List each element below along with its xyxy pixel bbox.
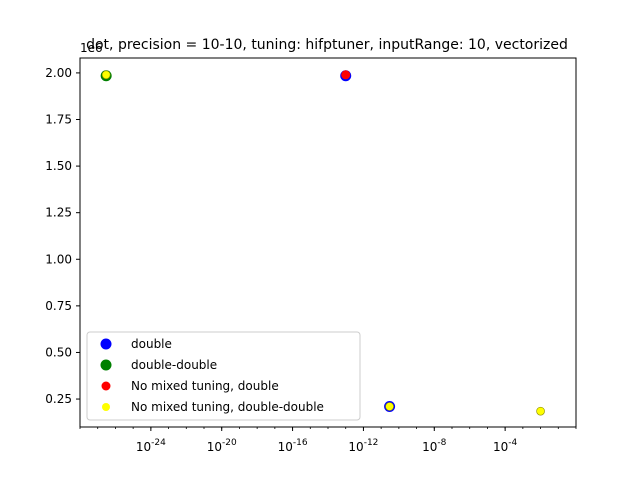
y-tick-label: 0.25 bbox=[45, 392, 72, 406]
plot-points bbox=[100, 70, 545, 416]
x-tick-label: 10-4 bbox=[493, 438, 518, 454]
legend-marker bbox=[101, 381, 111, 391]
legend-label: No mixed tuning, double-double bbox=[131, 400, 324, 414]
y-tick-label: 0.75 bbox=[45, 299, 72, 313]
y-tick-label: 1.75 bbox=[45, 113, 72, 127]
legend-marker bbox=[100, 359, 112, 371]
legend-label: double bbox=[131, 337, 172, 351]
plot-frame bbox=[79, 57, 577, 428]
legend-marker bbox=[100, 338, 112, 350]
y-tick-label: 1.50 bbox=[45, 159, 72, 173]
data-point bbox=[385, 402, 394, 411]
y-tick-label: 0.50 bbox=[45, 345, 72, 359]
legend-label: double-double bbox=[131, 358, 217, 372]
legend-label: No mixed tuning, double bbox=[131, 379, 279, 393]
x-tick-label: 10-16 bbox=[278, 438, 308, 454]
legend: double double-double No mixed tuning, doub… bbox=[86, 331, 361, 421]
data-point bbox=[536, 406, 545, 416]
x-tick-label: 10-20 bbox=[207, 438, 237, 454]
y-tick-label: 2.00 bbox=[45, 66, 72, 80]
y-offset-label: 1e6 bbox=[80, 41, 103, 55]
x-tick-label: 10-24 bbox=[136, 438, 166, 454]
legend-marker bbox=[102, 403, 110, 411]
legend-box bbox=[86, 331, 361, 421]
data-point bbox=[101, 70, 111, 80]
x-tick-label: 10-12 bbox=[348, 438, 378, 454]
chart-title: dot, precision = 10-10, tuning: hifptune… bbox=[86, 37, 568, 53]
y-tick-label: 1.25 bbox=[45, 206, 72, 220]
x-tick-label: 10-8 bbox=[422, 438, 447, 454]
y-tick-label: 1.00 bbox=[45, 252, 72, 266]
axis-ticks: 10-24 10-20 10-16 10-12 10-8 10-4 0.25 0.50 0.75… bbox=[45, 66, 577, 454]
data-point bbox=[341, 70, 351, 80]
